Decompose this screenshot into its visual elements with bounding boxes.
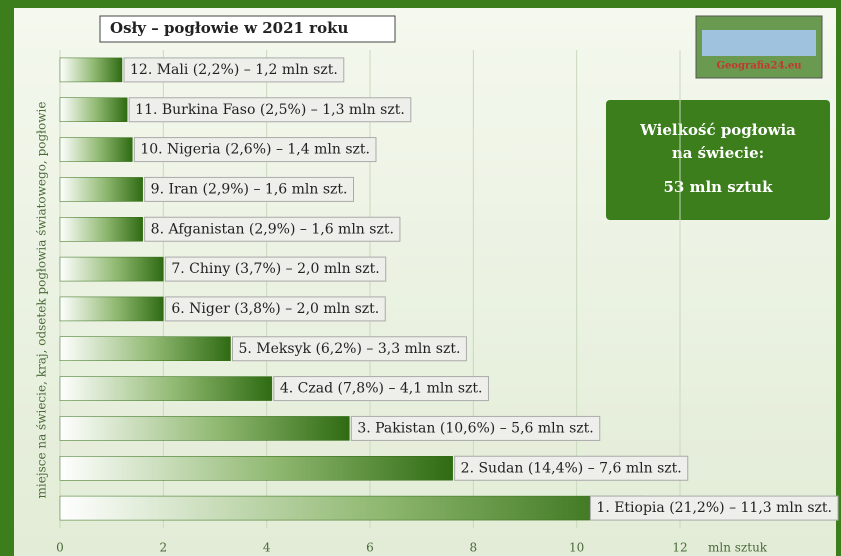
separator: –	[588, 460, 595, 476]
x-axis-label: mln sztuk	[708, 541, 768, 555]
value-label: 7,6 mln szt.	[599, 460, 682, 476]
bar-label: 5. Meksyk (6,2%) – 3,3 mln szt.	[239, 341, 461, 357]
title-box	[99, 15, 396, 43]
label-box	[144, 176, 354, 202]
separator: –	[500, 420, 507, 436]
category-label: 8. Afganistan (2,9%)	[151, 221, 296, 237]
value-label: 5,6 mln szt.	[511, 420, 594, 436]
info-text: na świecie:	[672, 144, 764, 162]
category-label: 10. Nigeria (2,6%)	[140, 142, 271, 158]
x-tick-label: 10	[569, 541, 584, 555]
x-tick-label: 4	[263, 541, 271, 555]
value-label: 1,4 mln szt.	[287, 142, 370, 158]
value-label: 1,2 mln szt.	[255, 62, 338, 78]
value-label: 3,3 mln szt.	[378, 341, 461, 357]
bar	[59, 256, 164, 282]
bar-label: 2. Sudan (14,4%) – 7,6 mln szt.	[461, 460, 682, 476]
category-label: 3. Pakistan (10,6%)	[357, 420, 495, 436]
bar	[59, 177, 143, 202]
label-box	[144, 216, 401, 242]
chart-title: Osły – pogłowie w 2021 roku	[110, 19, 348, 37]
value-label: 1,6 mln szt.	[311, 221, 394, 237]
label-box	[454, 455, 689, 481]
separator: –	[729, 500, 736, 516]
bar-label: 1. Etiopia (21,2%) – 11,3 mln szt.	[596, 500, 832, 516]
category-label: 7. Chiny (3,7%)	[171, 261, 281, 277]
separator: –	[388, 381, 395, 397]
info-text: Wielkość pogłowia	[639, 121, 796, 139]
bar-label: 11. Burkina Faso (2,5%) – 1,3 mln szt.	[135, 102, 405, 118]
separator: –	[366, 341, 373, 357]
bar-label: 9. Iran (2,9%) – 1,6 mln szt.	[151, 181, 348, 197]
category-label: 4. Czad (7,8%)	[280, 381, 384, 397]
bar	[59, 97, 128, 122]
bar-label: 3. Pakistan (10,6%) – 5,6 mln szt.	[357, 420, 593, 436]
separator: –	[300, 221, 307, 237]
bar-label: 7. Chiny (3,7%) – 2,0 mln szt.	[171, 261, 379, 277]
category-label: 6. Niger (3,8%)	[171, 301, 280, 317]
x-tick-label: 12	[672, 541, 687, 555]
bar	[59, 416, 350, 441]
label-box	[589, 495, 839, 521]
y-axis-label: miejsce na świecie, kraj, odsetek pogłow…	[35, 102, 49, 499]
category-label: 1. Etiopia (21,2%)	[596, 500, 724, 516]
separator: –	[253, 181, 260, 197]
bar-label: 12. Mali (2,2%) – 1,2 mln szt.	[130, 62, 338, 78]
label-box	[273, 376, 489, 402]
bar	[59, 57, 123, 83]
label-box	[164, 296, 386, 322]
separator: –	[285, 301, 292, 317]
x-tick-label: 8	[470, 541, 478, 555]
separator: –	[286, 261, 293, 277]
label-box	[123, 57, 345, 83]
category-label: 5. Meksyk (6,2%)	[239, 341, 362, 357]
category-label: 9. Iran (2,9%)	[151, 181, 249, 197]
category-label: 12. Mali (2,2%)	[130, 62, 239, 78]
value-label: 11,3 mln szt.	[741, 500, 832, 516]
bar	[59, 217, 143, 242]
category-label: 2. Sudan (14,4%)	[461, 460, 584, 476]
bar	[59, 296, 164, 322]
x-tick-label: 0	[56, 541, 64, 555]
logo-image	[702, 30, 816, 56]
bar	[59, 495, 645, 521]
bar-label: 10. Nigeria (2,6%) – 1,4 mln szt.	[140, 142, 370, 158]
bar	[59, 456, 453, 481]
category-label: 11. Burkina Faso (2,5%)	[135, 102, 306, 118]
bar	[59, 137, 133, 162]
bar-label: 8. Afganistan (2,9%) – 1,6 mln szt.	[151, 221, 394, 237]
bar	[59, 376, 273, 401]
logo-text: Geografia24.eu	[716, 61, 801, 72]
separator: –	[244, 62, 251, 78]
value-label: 2,0 mln szt.	[297, 261, 380, 277]
separator: –	[276, 142, 283, 158]
bar	[59, 336, 231, 361]
info-text: 53 mln sztuk	[664, 178, 774, 196]
separator: –	[311, 102, 318, 118]
x-tick-label: 6	[366, 541, 374, 555]
value-label: 1,6 mln szt.	[265, 181, 348, 197]
bar-label: 6. Niger (3,8%) – 2,0 mln szt.	[171, 301, 379, 317]
label-box	[128, 97, 412, 123]
value-label: 1,3 mln szt.	[322, 102, 405, 118]
value-label: 2,0 mln szt.	[297, 301, 380, 317]
label-box	[133, 137, 377, 163]
label-box	[350, 415, 601, 441]
label-box	[232, 336, 467, 362]
label-box	[164, 256, 387, 282]
value-label: 4,1 mln szt.	[400, 381, 483, 397]
bar-label: 4. Czad (7,8%) – 4,1 mln szt.	[280, 381, 483, 397]
x-tick-label: 2	[160, 541, 168, 555]
info-box	[606, 100, 830, 220]
